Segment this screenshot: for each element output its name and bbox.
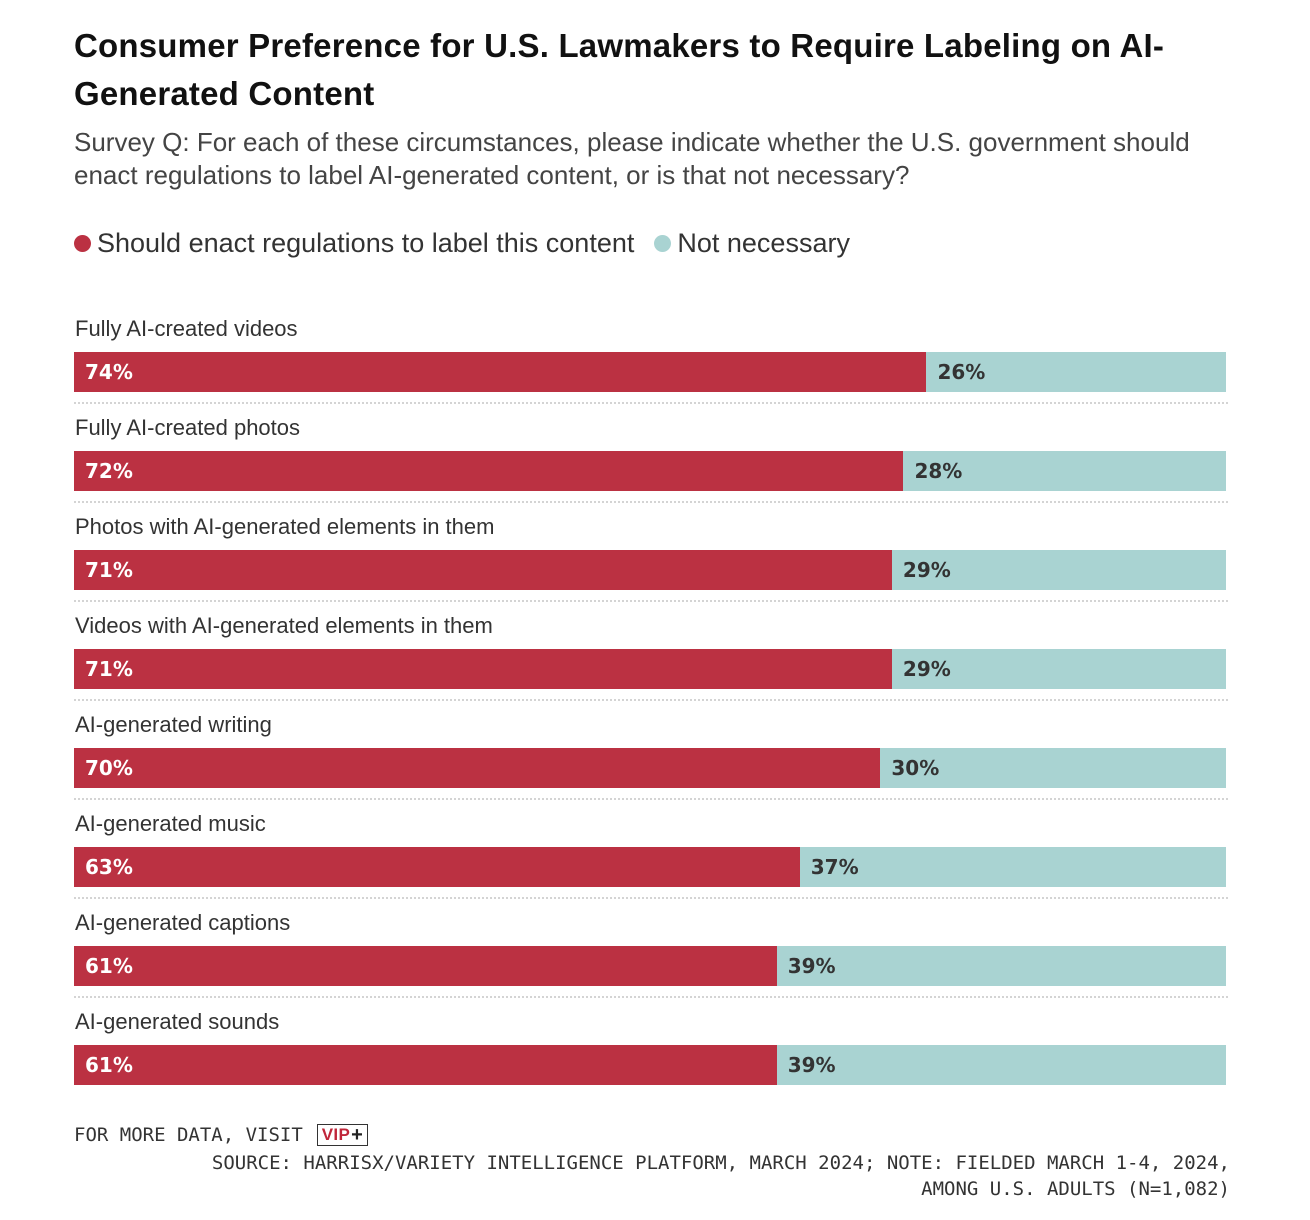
legend-label-enact: Should enact regulations to label this c… [97,227,635,258]
value-label: 39% [787,954,836,978]
more-data-text: FOR MORE DATA, VISIT [74,1124,303,1146]
bar-segment-not-necessary: 39% [776,1045,1226,1085]
legend-item-enact: Should enact regulations to label this c… [74,228,634,259]
legend-swatch-enact [74,234,91,252]
bar-segment-enact: 74% [74,352,927,392]
bar-row: AI-generated music 63% 37% [74,807,1228,906]
row-divider [74,798,1228,800]
row-divider [74,996,1228,998]
bar-segment-enact: 61% [74,946,777,986]
value-label: 71% [85,558,133,582]
legend-label-not-necessary: Not necessary [677,227,850,258]
value-label: 28% [914,459,963,483]
bar-segment-enact: 70% [74,748,881,788]
legend: Should enact regulations to label this c… [74,226,1228,260]
bar-row: Photos with AI-generated elements in the… [74,510,1228,609]
stacked-bar: 63% 37% [74,847,1226,887]
value-label: 29% [902,558,951,582]
legend-item-not-necessary: Not necessary [654,228,850,259]
value-label: 39% [787,1053,836,1077]
bar-segment-not-necessary: 28% [903,451,1226,491]
bar-row: AI-generated sounds 61% 39% [74,1005,1228,1104]
value-label: 29% [902,657,951,681]
stacked-bar: 61% 39% [74,1045,1226,1085]
chart-header: Consumer Preference for U.S. Lawmakers t… [74,22,1228,260]
bar-chart: Fully AI-created videos 74% 26% Fully AI-cr… [74,312,1228,1104]
category-label: AI-generated sounds [75,1009,280,1034]
value-label: 61% [85,954,133,978]
value-label: 71% [85,657,133,681]
chart-subtitle: Survey Q: For each of these circumstance… [74,127,1190,190]
row-divider [74,699,1228,701]
value-label: 70% [85,756,133,780]
category-label: AI-generated captions [75,910,291,935]
value-label: 30% [891,756,940,780]
value-label: 63% [85,855,133,879]
stacked-bar: 72% 28% [74,451,1226,491]
bar-row: Fully AI-created videos 74% 26% [74,312,1228,411]
row-divider [74,501,1228,503]
bar-segment-enact: 71% [74,649,892,689]
chart-title: Consumer Preference for U.S. Lawmakers t… [74,27,1165,112]
stacked-bar: 70% 30% [74,748,1226,788]
bar-segment-not-necessary: 29% [891,550,1226,590]
bar-segment-not-necessary: 37% [799,847,1226,887]
source-line-2: AMONG U.S. ADULTS (N=1,082) [921,1178,1230,1200]
legend-swatch-not-necessary [654,234,672,252]
stacked-bar: 71% 29% [74,550,1226,590]
category-label: Videos with AI-generated elements in the… [75,613,493,638]
bar-segment-enact: 63% [74,847,800,887]
source-note: SOURCE: HARRISX/VARIETY INTELLIGENCE PLA… [74,1150,1230,1202]
category-label: Fully AI-created photos [75,415,301,440]
stacked-bar: 71% 29% [74,649,1226,689]
bar-segment-enact: 71% [74,550,892,590]
bar-segment-not-necessary: 26% [926,352,1226,392]
bar-row: Videos with AI-generated elements in the… [74,609,1228,708]
stacked-bar: 74% 26% [74,352,1226,392]
value-label: 61% [85,1053,133,1077]
vip-plus-logo[interactable]: VIP + [316,1124,368,1146]
value-label: 74% [85,360,133,384]
bar-segment-enact: 72% [74,451,904,491]
bar-segment-not-necessary: 29% [891,649,1226,689]
category-label: Photos with AI-generated elements in the… [75,514,495,539]
source-line-1: SOURCE: HARRISX/VARIETY INTELLIGENCE PLA… [211,1152,1230,1174]
bar-segment-not-necessary: 39% [776,946,1226,986]
bar-row: AI-generated captions 61% 39% [74,906,1228,1005]
value-label: 26% [937,360,986,384]
stacked-bar: 61% 39% [74,946,1226,986]
chart-footer: FOR MORE DATA, VISIT VIP + SOURCE: HARRI… [74,1124,1230,1202]
more-data-line: FOR MORE DATA, VISIT VIP + [74,1124,1230,1146]
bar-segment-enact: 61% [74,1045,777,1085]
category-label: Fully AI-created videos [75,316,298,341]
bar-row: AI-generated writing 70% 30% [74,708,1228,807]
bar-segment-not-necessary: 30% [880,748,1226,788]
bar-row: Fully AI-created photos 72% 28% [74,411,1228,510]
category-label: AI-generated writing [75,712,272,737]
row-divider [74,600,1228,602]
row-divider [74,897,1228,899]
vip-logo-plus: + [351,1124,363,1146]
value-label: 72% [85,459,133,483]
vip-logo-text: VIP [321,1125,351,1144]
row-divider [74,402,1228,404]
category-label: AI-generated music [75,811,266,836]
value-label: 37% [810,855,859,879]
